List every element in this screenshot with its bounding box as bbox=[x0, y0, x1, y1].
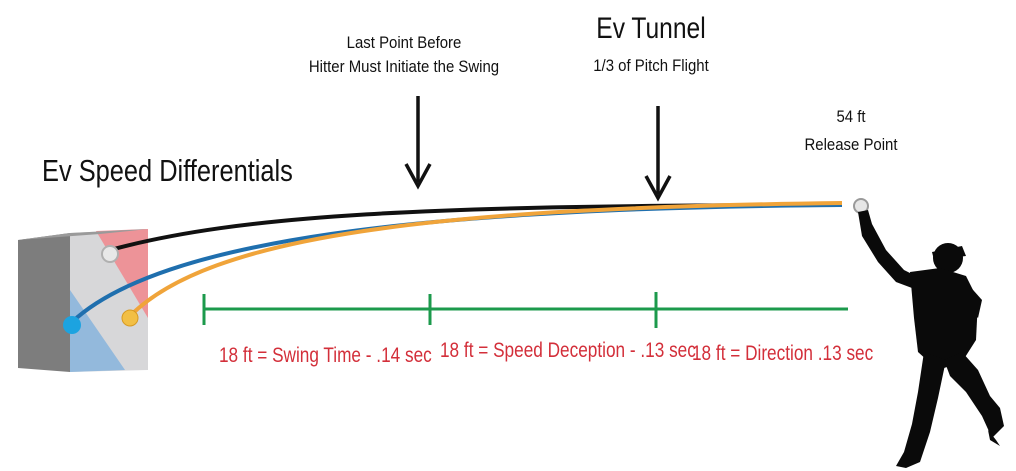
release-point-label: Release Point bbox=[804, 136, 898, 154]
segment-label-speed-deception: 18 ft = Speed Deception - .13 sec bbox=[440, 340, 696, 363]
blue-ball bbox=[63, 316, 81, 334]
strike-zone-box bbox=[18, 229, 148, 372]
pitcher-silhouette bbox=[858, 210, 1004, 468]
distance-scale bbox=[202, 292, 848, 328]
last-point-line1: Last Point Before bbox=[347, 34, 462, 52]
segment-label-swing-time: 18 ft = Swing Time - .14 sec bbox=[219, 345, 432, 368]
blue-pitch-path bbox=[70, 203, 843, 324]
orange-pitch-path bbox=[128, 201, 843, 318]
tunnel-subtitle: 1/3 of Pitch Flight bbox=[593, 57, 709, 75]
last-point-line2: Hitter Must Initiate the Swing bbox=[309, 58, 499, 76]
tunnel-arrow bbox=[644, 106, 672, 202]
segment-label-direction: 18 ft = Direction .13 sec bbox=[692, 343, 874, 366]
last-point-arrow bbox=[404, 96, 432, 190]
black-pitch-path bbox=[109, 203, 843, 252]
tunnel-title: Ev Tunnel bbox=[596, 11, 705, 45]
release-distance: 54 ft bbox=[836, 108, 866, 126]
diagram-title: Ev Speed Differentials bbox=[42, 154, 293, 189]
white-ball bbox=[101, 245, 119, 263]
yellow-ball bbox=[121, 309, 139, 327]
